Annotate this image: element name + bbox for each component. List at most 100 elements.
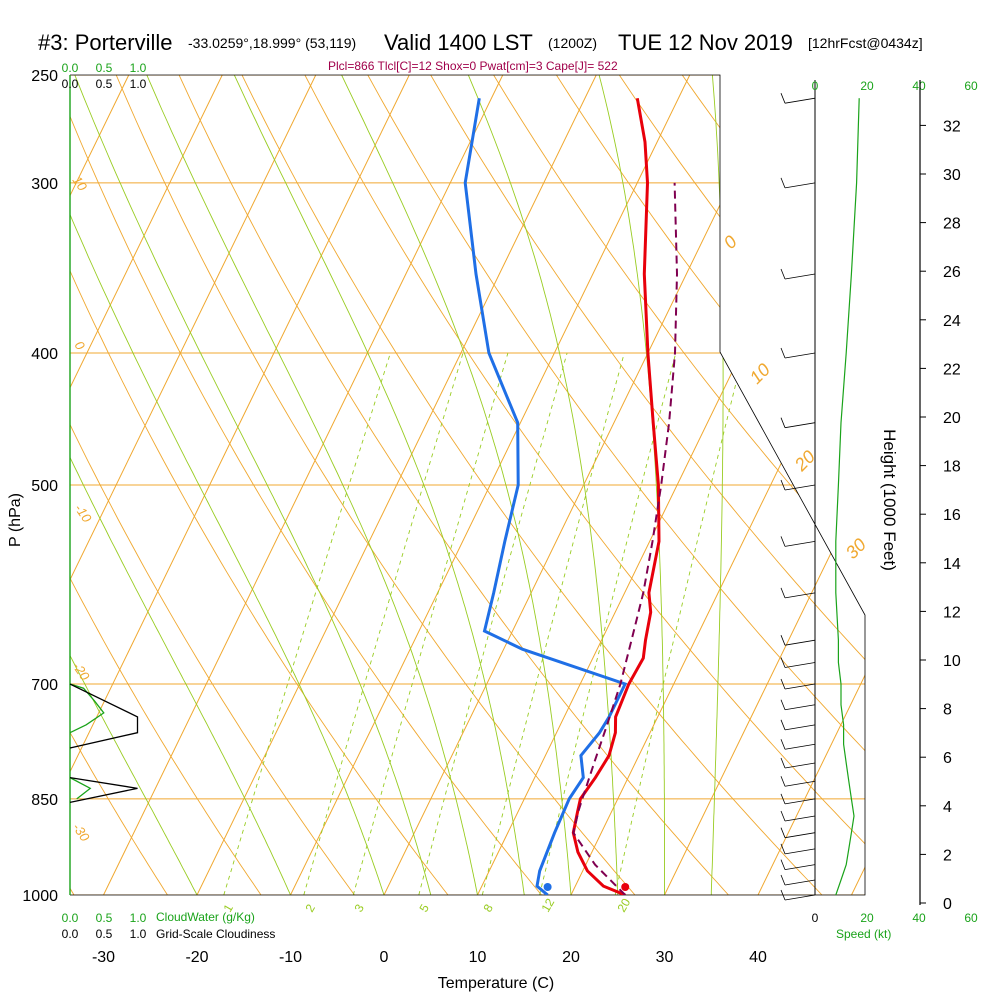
isotherm-line <box>851 75 865 895</box>
dry-adiabat-label: 0 <box>72 338 89 353</box>
parcel-line <box>572 182 679 895</box>
wind-barb-flag <box>780 347 786 359</box>
wind-barb-flag <box>780 536 786 547</box>
dry-adiabat <box>241 75 823 895</box>
pressure-tick-label: 500 <box>31 478 58 495</box>
height-tick-label: 8 <box>943 702 952 719</box>
cloud-water-label: CloudWater (g/Kg) <box>156 910 255 924</box>
moist-adiabat <box>233 75 525 895</box>
moist-adiabat <box>74 75 432 895</box>
cloud-tick-bottom: 0.5 <box>96 911 113 925</box>
speed-tick-top: 0 <box>812 79 819 93</box>
temperature-line <box>571 97 661 895</box>
valid-time: Valid 1400 LST <box>384 30 533 55</box>
wind-barb <box>784 540 816 547</box>
cloud-tick-bottom-black: 0.5 <box>96 927 113 941</box>
wind-barb <box>784 704 816 711</box>
wind-barb-flag <box>780 827 786 838</box>
isotherm-line <box>70 75 410 895</box>
height-axis-title: Height (1000 Feet) <box>880 429 899 571</box>
pressure-tick-label: 250 <box>31 68 58 85</box>
speed-tick-bottom: 40 <box>912 911 926 925</box>
cloud-tick-top-black: 0.0 <box>62 77 79 91</box>
mixing-ratio-line <box>481 352 625 895</box>
station-title: #3: Porterville <box>38 30 173 55</box>
wind-barb <box>784 662 816 668</box>
grid-layer <box>70 75 1000 895</box>
cloud-tick-bottom-black: 1.0 <box>130 927 147 941</box>
moist-adiabat <box>70 75 291 895</box>
pressure-tick-label: 300 <box>31 176 58 193</box>
dry-adiabat <box>807 75 865 895</box>
wind-barb-flag <box>780 479 786 491</box>
wind-barb <box>784 683 816 690</box>
mixing-ratio-label: 5 <box>416 901 432 914</box>
mixing-ratio-label: 12 <box>538 896 557 915</box>
moist-adiabat <box>341 75 572 895</box>
wind-barb-flag <box>780 177 786 188</box>
cloud-tick-top: 1.0 <box>130 61 147 75</box>
speed-tick-bottom: 60 <box>964 911 978 925</box>
dry-adiabat-label: -10 <box>72 501 96 526</box>
temperature-tick-label: 20 <box>562 949 580 966</box>
mixing-ratio-label: 8 <box>480 901 496 914</box>
isotherm-line <box>70 75 317 895</box>
wind-barb <box>784 352 816 359</box>
isotherm-line <box>70 75 223 895</box>
wind-barb-flag <box>780 793 786 805</box>
temperature-tick-label: -10 <box>279 949 302 966</box>
dry-adiabat <box>115 75 636 895</box>
utc-time: (1200Z) <box>548 35 597 51</box>
isotherm-line <box>103 75 504 895</box>
wind-barb <box>784 484 816 491</box>
wind-barb <box>784 639 816 646</box>
temperature-tick-label: 0 <box>380 949 389 966</box>
cloud-tick-bottom: 1.0 <box>130 911 147 925</box>
wind-barb <box>784 724 816 731</box>
height-tick-label: 30 <box>943 167 961 184</box>
cloud-tick-top: 0.5 <box>96 61 113 75</box>
cloud-water-line <box>69 777 92 800</box>
isotherm-line <box>290 75 691 895</box>
cloud-water-line <box>69 683 105 734</box>
dry-adiabat <box>178 75 729 895</box>
dry-adiabat <box>934 75 1000 895</box>
speed-tick-bottom: 20 <box>860 911 874 925</box>
cloud-tick-top: 0.0 <box>62 61 79 75</box>
height-tick-label: 18 <box>943 459 961 476</box>
temperature-tick-label: -30 <box>92 949 115 966</box>
dry-adiabat <box>70 75 168 895</box>
mixing-ratio-line <box>418 352 568 895</box>
stability-indices: Plcl=866 Tlcl[C]=12 Shox=0 Pwat[cm]=3 Ca… <box>328 59 618 73</box>
wind-barb <box>784 182 816 189</box>
height-tick-label: 6 <box>943 750 952 767</box>
isotherm-label: 10 <box>746 360 774 388</box>
cloud-panel <box>69 75 139 895</box>
height-tick-label: 20 <box>943 410 961 427</box>
moist-adiabat <box>70 75 198 895</box>
speed-tick-top: 60 <box>964 79 978 93</box>
wind-barb <box>784 97 816 104</box>
wind-barb <box>784 743 816 750</box>
pressure-tick-label: 700 <box>31 677 58 694</box>
wind-barb <box>784 815 816 822</box>
isotherm-label: 30 <box>842 535 870 563</box>
wind-barb-flag <box>780 810 786 822</box>
temperature-tick-label: 30 <box>656 949 674 966</box>
series-layer <box>463 97 679 895</box>
wind-barb-flag <box>780 874 786 886</box>
dry-adiabat-label: -30 <box>70 820 94 845</box>
cloud-tick-bottom-black: 0.0 <box>62 927 79 941</box>
plot-outline <box>70 74 866 896</box>
speed-tick-top: 20 <box>860 79 874 93</box>
mixing-ratio-label: 20 <box>614 896 633 915</box>
isotherm-line <box>757 75 865 895</box>
wind-barb <box>784 798 816 805</box>
forecast-date: TUE 12 Nov 2019 <box>618 30 793 55</box>
wind-barb-flag <box>780 843 786 855</box>
cloud-tick-top-black: 1.0 <box>130 77 147 91</box>
isotherm-line <box>945 75 1000 895</box>
